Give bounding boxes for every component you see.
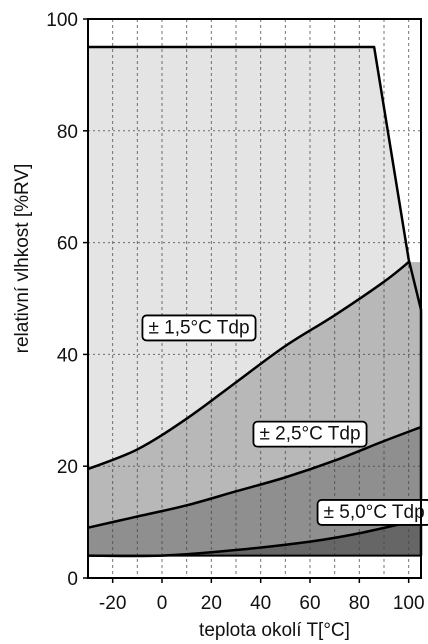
x-tick-label: -20 (99, 593, 126, 614)
x-tick-label: 0 (157, 593, 168, 614)
x-tick-label: 80 (349, 593, 370, 614)
zone-label-text: ± 1,5°C Tdp (148, 317, 249, 338)
zone-label-text: ± 2,5°C Tdp (259, 424, 360, 445)
zone-label-box (316, 499, 428, 526)
y-tick-label: 80 (57, 122, 78, 143)
region-4 (88, 519, 421, 557)
zone-labels: ± 1,5°C Tdp ± 2,5°C Tdp ± 5,0°C Tdp (141, 314, 428, 526)
axis-ticks: -20 0 20 40 60 80 100 0 20 40 60 80 100 (46, 10, 424, 614)
accuracy-regions (88, 46, 421, 557)
plot-frame (87, 18, 422, 579)
zone-label-box (252, 420, 368, 448)
x-tick-label: 60 (299, 593, 320, 614)
zone-label-box (141, 314, 257, 342)
x-tick-label: 20 (201, 593, 222, 614)
y-tick-label: 100 (46, 10, 78, 31)
y-axis-title: relativní vlhkost [%RV] (12, 164, 33, 354)
y-tick-label: 60 (57, 234, 78, 255)
y-tick-label: 40 (57, 345, 78, 366)
zone-label-3: ± 5,0°C Tdp (316, 499, 428, 526)
zone-label-1: ± 1,5°C Tdp (141, 314, 257, 342)
x-tick-label: 100 (393, 593, 425, 614)
zone-label-2: ± 2,5°C Tdp (252, 420, 368, 448)
y-tick-label: 0 (67, 569, 78, 590)
grid-lines (88, 19, 421, 578)
y-tick-label: 20 (57, 457, 78, 478)
boundary-2 (87, 261, 410, 471)
x-tick-label: 40 (250, 593, 271, 614)
boundary-3 (87, 425, 422, 529)
zone-label-text: ± 5,0°C Tdp (324, 502, 425, 523)
x-axis-title: teplota okolí T[°C] (199, 620, 350, 641)
